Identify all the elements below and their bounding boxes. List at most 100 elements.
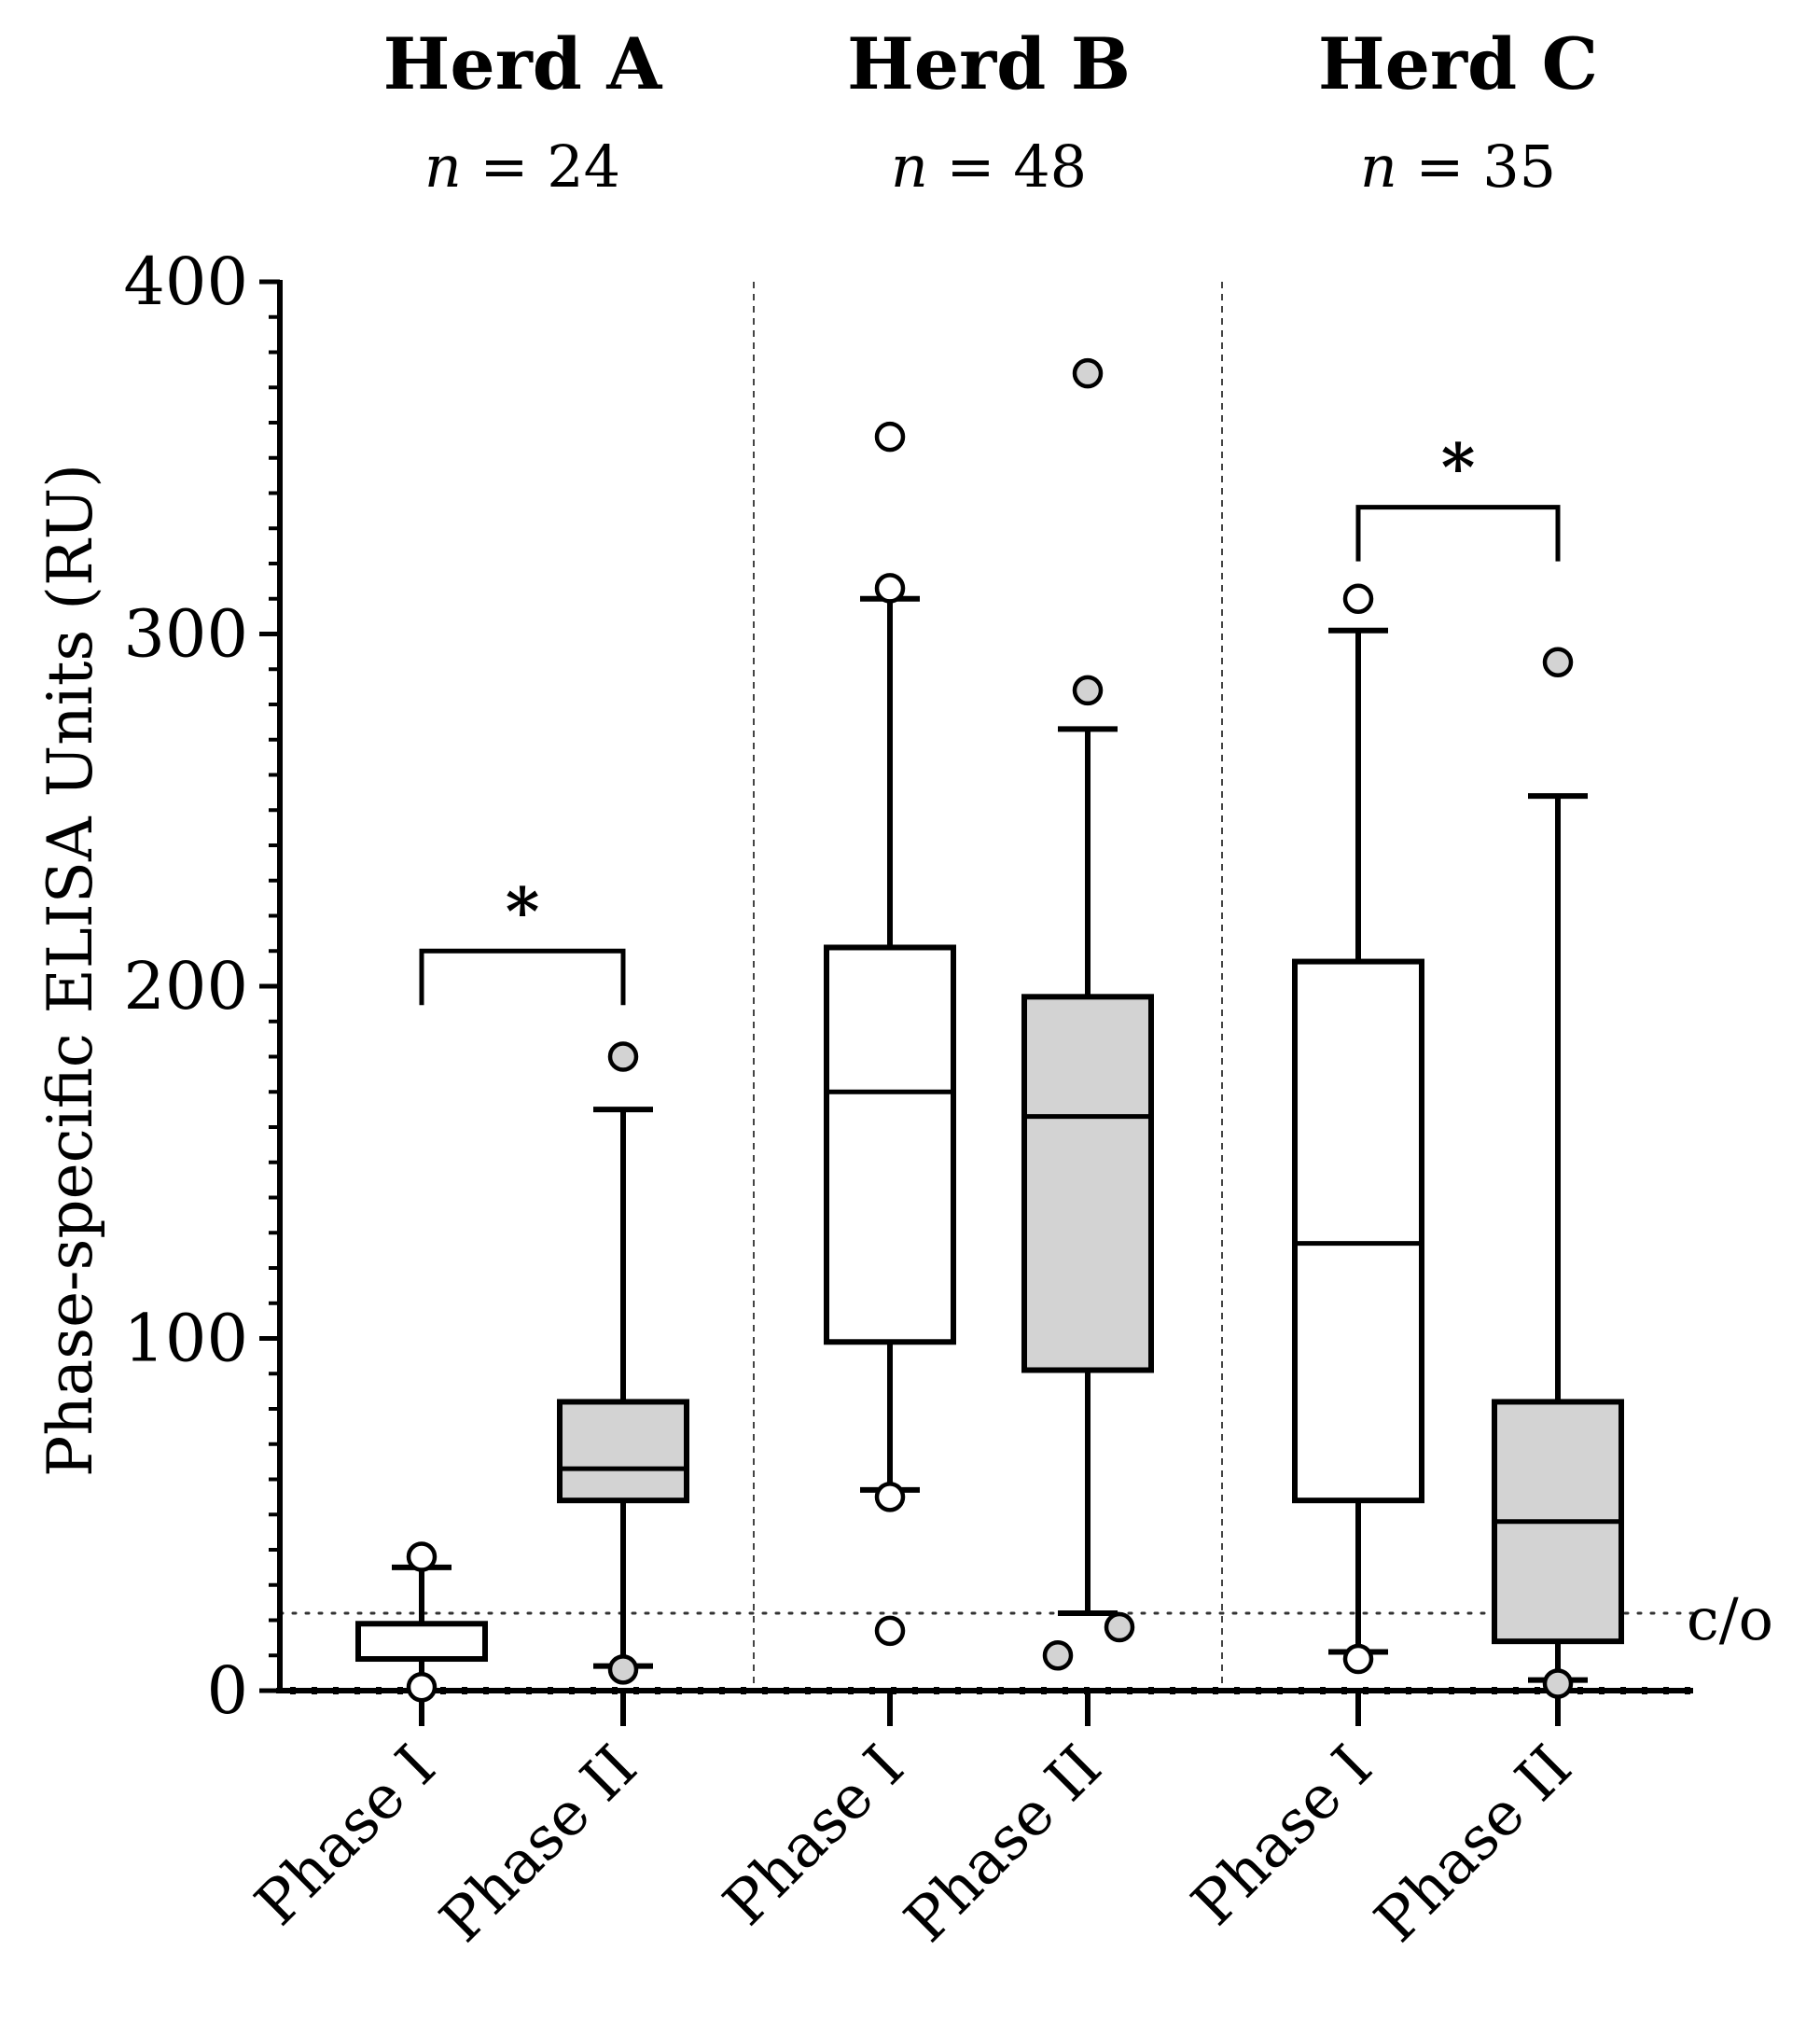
outlier-point [1104,1611,1135,1643]
outlier-point [874,421,906,453]
group-n-3: n = 35 [1360,132,1556,201]
group-title-3: Herd C [1318,22,1598,105]
x-axis-dot [1384,1687,1390,1694]
x-axis-dot [1127,1687,1132,1694]
y-tick-label: 300 [123,596,248,673]
x-axis-dot [526,1687,532,1694]
x-axis-dot [891,1687,896,1694]
x-axis-dot [1577,1687,1583,1694]
x-axis-dot [1148,1687,1154,1694]
significance-star-1: * [506,872,540,950]
x-axis-dot [1642,1687,1647,1694]
x-axis-dot [1105,1687,1111,1694]
x-axis-dot [376,1687,382,1694]
n-value: = 48 [928,132,1087,201]
x-axis-dot [1191,1687,1197,1694]
outlier-point [1342,583,1374,614]
x-axis-dot [1620,1687,1626,1694]
y-tick-label: 200 [123,948,248,1024]
x-axis-dot [741,1687,746,1694]
box-2-2 [1021,357,1154,1671]
x-axis-dot [548,1687,553,1694]
outlier-point [874,573,906,604]
x-axis-dot [633,1687,639,1694]
box-3-1 [1292,583,1424,1675]
n-value: = 35 [1397,132,1556,201]
outlier-point [874,1482,906,1512]
box-iqr [355,1621,488,1663]
x-axis-dot [1492,1687,1497,1694]
box-iqr [557,1399,689,1504]
x-axis-dot [698,1687,703,1694]
x-axis-dot [290,1687,296,1694]
outlier-point [1342,1643,1374,1675]
y-tick-label: 100 [123,1301,248,1377]
x-axis-dot [1427,1687,1433,1694]
box-2-1 [824,421,956,1647]
group-title-2: Herd B [847,22,1131,105]
x-axis-dot [912,1687,918,1694]
outlier-point [607,1654,639,1685]
axes [259,279,1693,1726]
x-axis-dot [1170,1687,1175,1694]
group-dividers [753,282,1223,1691]
x-axis-dot [998,1687,1004,1694]
x-axis-dot [569,1687,575,1694]
box-iqr [1292,958,1424,1504]
box-iqr [1021,994,1154,1373]
x-axis-dot [312,1687,317,1694]
outlier-point [1042,1640,1074,1671]
x-axis-dot [1449,1687,1454,1694]
x-axis-dot [848,1687,854,1694]
x-axis-dot [955,1687,961,1694]
x-axis-dot [1234,1687,1240,1694]
significance-bracket-3 [1355,505,1561,562]
outlier-point [1072,675,1104,706]
box-1-2 [557,1041,689,1685]
y-tick-label: 0 [206,1652,248,1729]
x-axis-dot [1513,1687,1519,1694]
x-axis-dot [934,1687,939,1694]
x-axis-dot [462,1687,467,1694]
x-axis-dot [977,1687,982,1694]
group-n-1: n = 24 [424,132,620,201]
x-axis-dot [655,1687,660,1694]
x-axis-dot [676,1687,682,1694]
outlier-point [406,1671,438,1703]
box-3-2 [1492,647,1624,1699]
x-axis-dot [1599,1687,1605,1694]
x-axis-dot [869,1687,875,1694]
x-category-label: Phase II [892,1733,1115,1956]
group-title-1: Herd A [383,22,663,105]
x-axis-dot [590,1687,596,1694]
significance-star-3: * [1441,429,1476,507]
significance-bracket-1 [419,948,626,1006]
x-axis-dot [333,1687,339,1694]
x-category-label: Phase I [711,1733,917,1939]
x-axis-dot [1256,1687,1261,1694]
x-axis-dot [1299,1687,1304,1694]
x-axis-dot [1406,1687,1411,1694]
x-axis-dot [1470,1687,1476,1694]
x-category-label: Phase II [427,1733,650,1956]
x-axis-dot [1320,1687,1326,1694]
n-value: = 24 [462,132,620,201]
x-axis-dot [1685,1687,1690,1694]
cutoff-label: c/o [1687,1585,1773,1653]
n-symbol: n [1360,132,1397,201]
x-axis-dot [1063,1687,1068,1694]
y-axis-title: Phase-specific ELISA Units (RU) [35,464,106,1477]
x-axis-dot [1277,1687,1283,1694]
x-axis-dot [1041,1687,1047,1694]
box-1-1 [355,1541,488,1703]
x-axis-dot [1020,1687,1025,1694]
outlier-point [1542,1668,1574,1699]
outlier-point [874,1615,906,1647]
x-axis-dot [1663,1687,1669,1694]
y-tick-label: 400 [123,244,248,320]
x-category-label: Phase II [1362,1733,1585,1956]
x-axis-dot [762,1687,768,1694]
outlier-point [1542,647,1574,677]
x-axis-dot [505,1687,510,1694]
